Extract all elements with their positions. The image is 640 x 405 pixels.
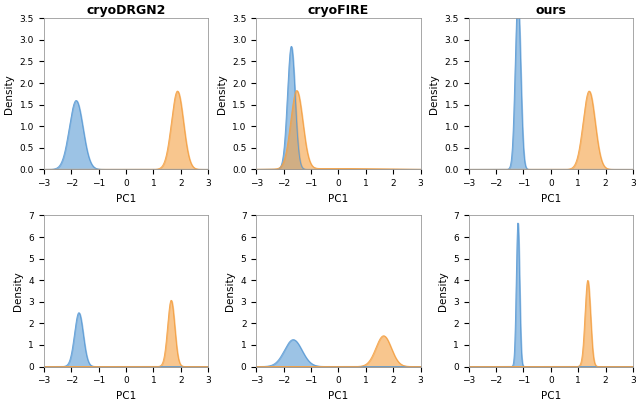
X-axis label: PC1: PC1 [116, 194, 136, 204]
X-axis label: PC1: PC1 [116, 391, 136, 401]
Title: cryoDRGN2: cryoDRGN2 [86, 4, 166, 17]
X-axis label: PC1: PC1 [328, 391, 349, 401]
Y-axis label: Density: Density [225, 271, 235, 311]
Title: cryoFIRE: cryoFIRE [308, 4, 369, 17]
Y-axis label: Density: Density [429, 74, 439, 114]
X-axis label: PC1: PC1 [541, 391, 561, 401]
Y-axis label: Density: Density [216, 74, 227, 114]
Y-axis label: Density: Density [438, 271, 447, 311]
Y-axis label: Density: Density [4, 74, 14, 114]
X-axis label: PC1: PC1 [328, 194, 349, 204]
X-axis label: PC1: PC1 [541, 194, 561, 204]
Title: ours: ours [535, 4, 566, 17]
Y-axis label: Density: Density [13, 271, 23, 311]
